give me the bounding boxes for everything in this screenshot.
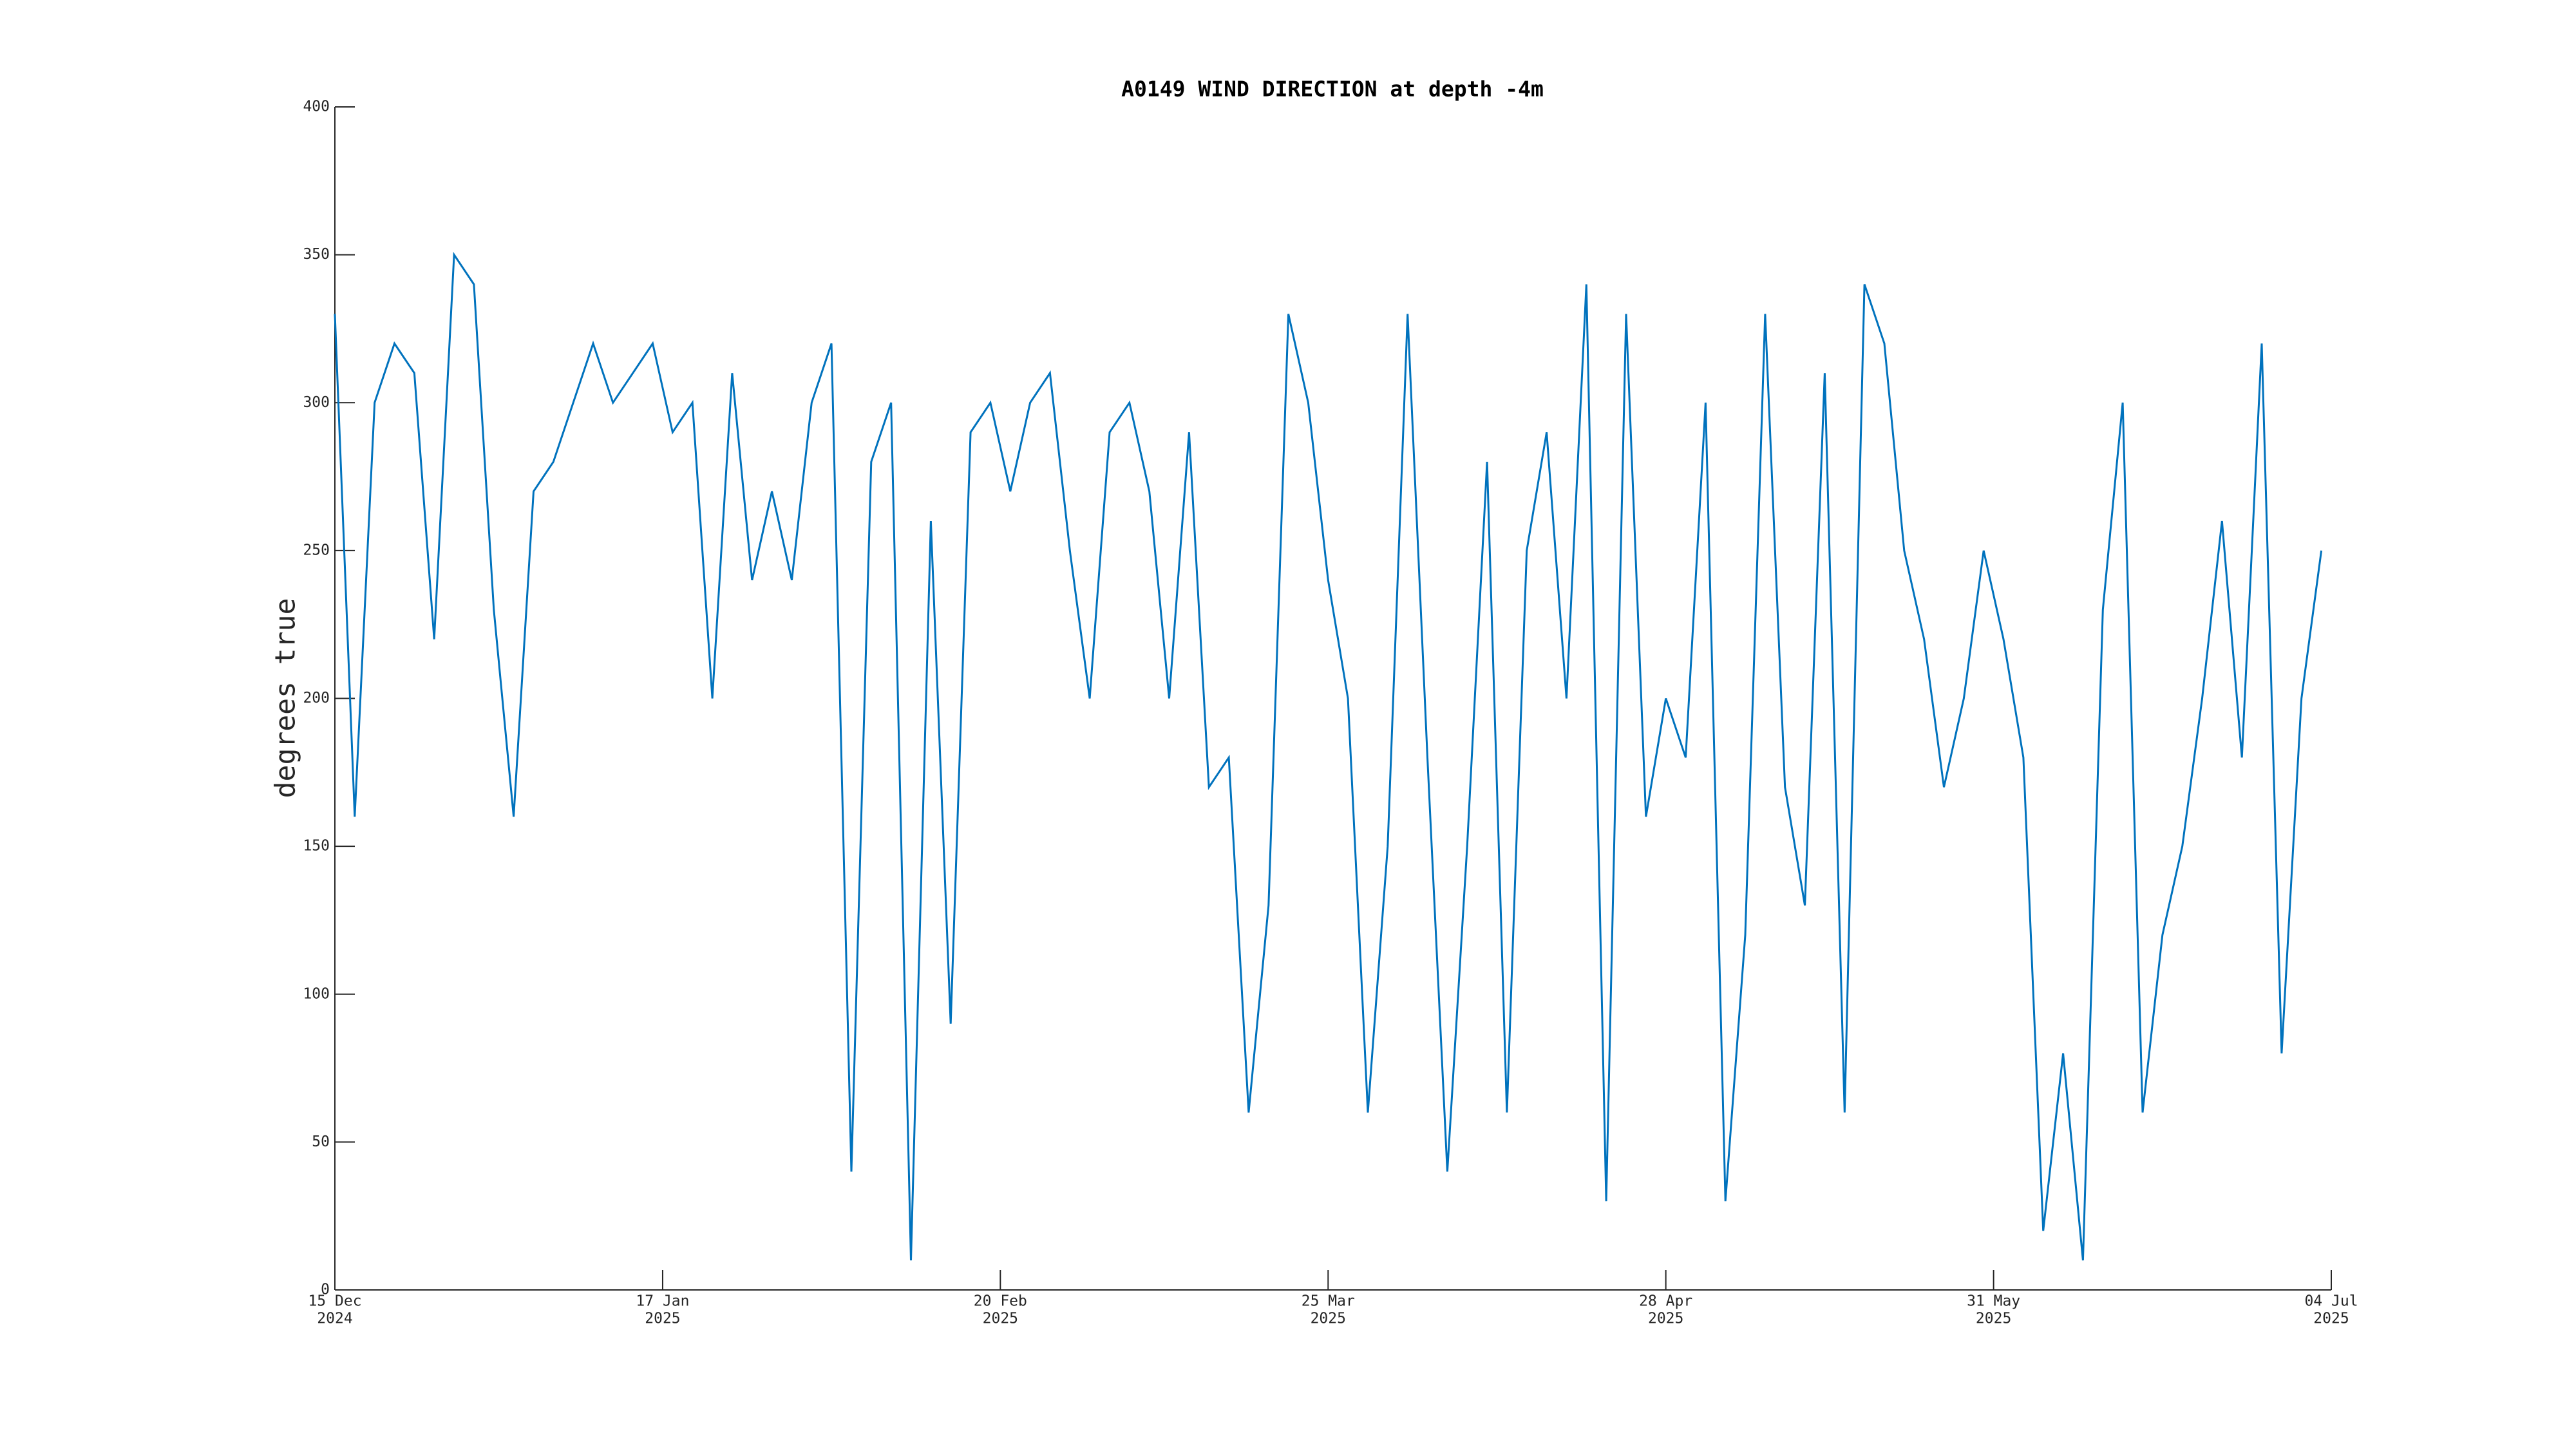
- y-tick-label: 0: [321, 1282, 330, 1298]
- x-tick-label: 17 Jan: [636, 1293, 689, 1310]
- y-tick-label: 300: [303, 394, 330, 411]
- x-tick-label: 28 Apr: [1639, 1293, 1692, 1310]
- x-tick-label: 04 Jul: [2304, 1293, 2358, 1310]
- x-tick-label: 31 May: [1967, 1293, 2020, 1310]
- y-tick-label: 200: [303, 690, 330, 706]
- x-tick-label: 2025: [983, 1311, 1018, 1327]
- x-tick-label: 2025: [2313, 1311, 2349, 1327]
- x-tick-label: 2025: [1648, 1311, 1683, 1327]
- x-tick-label: 20 Feb: [974, 1293, 1027, 1310]
- x-tick-label: 25 Mar: [1302, 1293, 1355, 1310]
- x-tick-label: 15 Dec: [308, 1293, 361, 1310]
- y-tick-label: 50: [312, 1133, 330, 1150]
- x-tick-label: 2025: [1976, 1311, 2011, 1327]
- x-tick-label: 2025: [645, 1311, 680, 1327]
- y-tick-label: 100: [303, 985, 330, 1002]
- y-tick-label: 250: [303, 542, 330, 558]
- y-tick-label: 150: [303, 838, 330, 855]
- x-tick-label: 2024: [317, 1311, 352, 1327]
- x-tick-label: 2025: [1311, 1311, 1346, 1327]
- y-axis-label: degrees true: [270, 598, 302, 799]
- data-line: [334, 252, 2323, 1261]
- y-tick-label: 350: [303, 246, 330, 263]
- chart-title: A0149 WIND DIRECTION at depth -4m: [1121, 77, 1544, 102]
- y-tick-label: 400: [303, 99, 330, 115]
